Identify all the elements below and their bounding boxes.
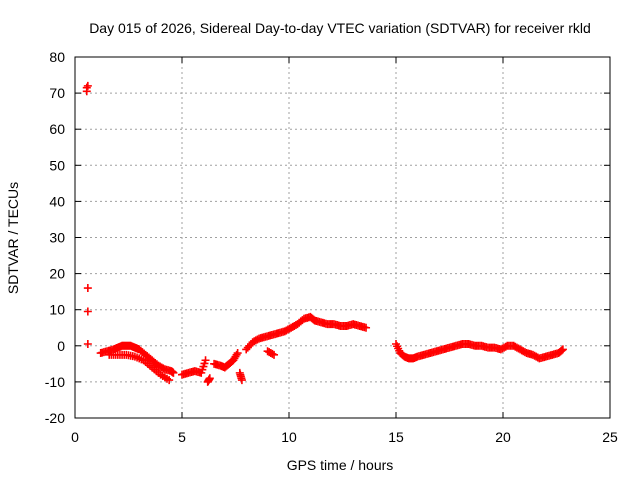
x-tick-label: 15: [388, 429, 404, 445]
data-point: [83, 307, 92, 316]
y-tick-label: 80: [49, 49, 65, 65]
chart-title: Day 015 of 2026, Sidereal Day-to-day VTE…: [89, 20, 591, 36]
data-point: [169, 368, 178, 377]
y-tick-label: 10: [49, 302, 65, 318]
data-point: [83, 284, 92, 293]
y-tick-label: 30: [49, 230, 65, 246]
x-tick-label: 20: [495, 429, 511, 445]
y-tick-label: 70: [49, 85, 65, 101]
data-point: [201, 356, 210, 365]
x-tick-label: 5: [178, 429, 186, 445]
y-tick-label: 40: [49, 193, 65, 209]
data-points: [82, 81, 567, 386]
y-tick-label: 20: [49, 266, 65, 282]
x-tick-label: 10: [281, 429, 297, 445]
data-point: [557, 346, 566, 355]
data-point: [362, 323, 371, 332]
data-point: [233, 349, 242, 358]
y-tick-label: 50: [49, 157, 65, 173]
data-point: [165, 376, 174, 385]
data-point: [232, 350, 241, 359]
data-point: [83, 339, 92, 348]
data-point: [237, 376, 246, 385]
data-point: [558, 345, 567, 354]
data-point: [205, 374, 214, 383]
y-tick-label: 60: [49, 121, 65, 137]
plot-frame: [74, 56, 611, 419]
data-point: [270, 350, 279, 359]
y-tick-label: -20: [45, 410, 65, 426]
x-axis-label: GPS time / hours: [287, 457, 394, 473]
data-point: [268, 349, 277, 358]
axis-ticks: -20 -10 0 10 20 30 40 50 60 70 80 0 5 10 15 20 25: [45, 49, 618, 445]
data-point: [83, 81, 92, 90]
y-tick-label: -10: [45, 374, 65, 390]
x-tick-label: 0: [71, 429, 79, 445]
y-tick-label: 0: [57, 338, 65, 354]
data-point: [82, 87, 91, 96]
x-tick-label: 25: [602, 429, 618, 445]
y-axis-label: SDTVAR / TECUs: [5, 182, 21, 294]
